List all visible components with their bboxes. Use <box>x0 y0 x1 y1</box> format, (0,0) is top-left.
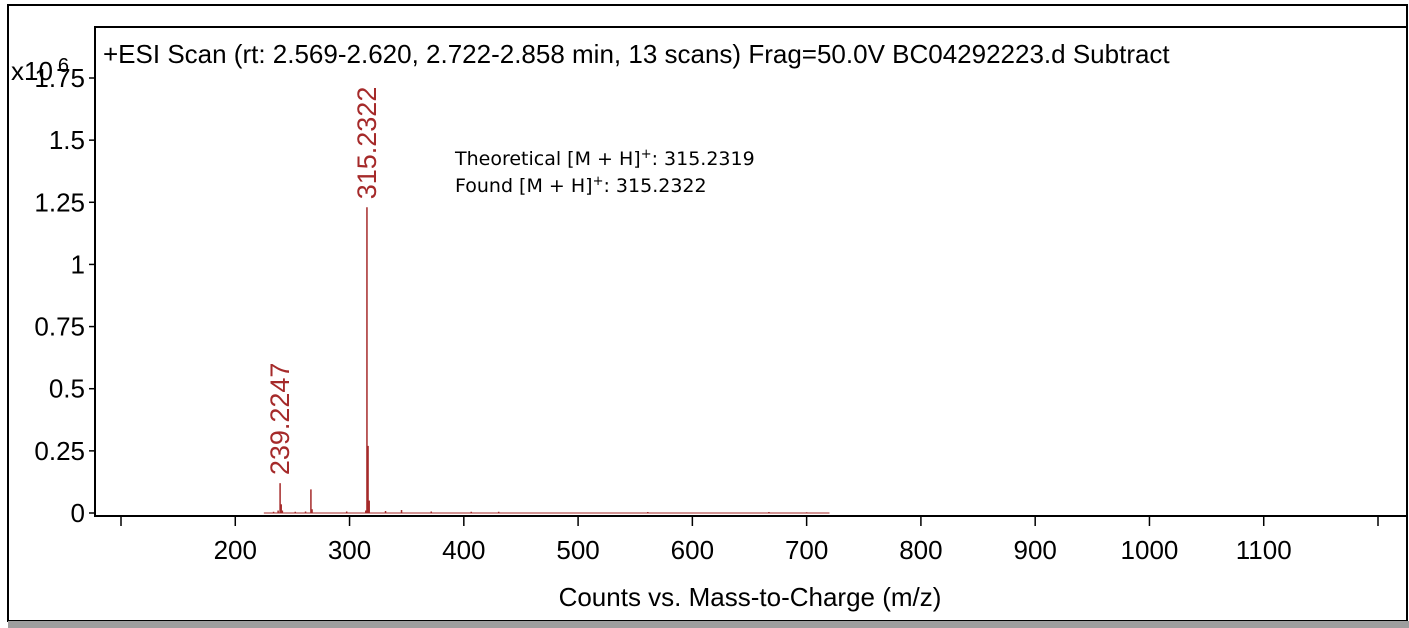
y-tick-label: 1.5 <box>49 125 85 155</box>
found-annotation: Found [M + H]+: 315.2322 <box>455 174 707 197</box>
theoretical-prefix: Theoretical [M + H] <box>454 148 641 170</box>
y-tick-label: 0.5 <box>49 374 85 404</box>
y-tick-label: 1.75 <box>34 63 85 93</box>
x-tick-label: 400 <box>442 535 485 565</box>
x-tick-label: 700 <box>785 535 828 565</box>
x-tick-label: 500 <box>556 535 599 565</box>
figure-border <box>7 4 1408 622</box>
x-tick-label: 600 <box>671 535 714 565</box>
theoretical-value: : 315.2319 <box>652 148 755 170</box>
spectrum-series <box>263 207 830 514</box>
peak-label: 239.2247 <box>265 363 295 476</box>
x-axis: 200 300 400 500 600 700 800 900 1000 1100 <box>120 516 1379 565</box>
y-multiplier-exponent: 6 <box>58 55 69 77</box>
theoretical-charge: + <box>641 147 652 162</box>
y-axis: 0 0.25 0.5 0.75 1 1.25 1.5 1.75 <box>34 63 95 528</box>
figure-bottom-band <box>8 621 1409 628</box>
x-tick-label: 200 <box>214 535 257 565</box>
x-tick-label: 800 <box>899 535 942 565</box>
peak-label: 315.2322 <box>352 87 382 200</box>
theoretical-annotation: Theoretical [M + H]+: 315.2319 <box>454 147 755 170</box>
peak-labels: 239.2247 315.2322 <box>265 87 382 476</box>
y-tick-label: 0.75 <box>34 312 85 342</box>
found-prefix: Found [M + H] <box>455 175 593 197</box>
y-tick-label: 0 <box>71 498 85 528</box>
found-value: : 315.2322 <box>603 175 706 197</box>
x-tick-label: 1100 <box>1236 535 1292 565</box>
found-charge: + <box>593 174 604 189</box>
y-tick-label: 1.25 <box>34 187 85 217</box>
plot-frame <box>94 26 1408 517</box>
y-tick-label: 1 <box>71 249 85 279</box>
x-axis-label: Counts vs. Mass-to-Charge (m/z) <box>559 582 942 612</box>
chart-title: +ESI Scan (rt: 2.569-2.620, 2.722-2.858 … <box>103 39 1170 69</box>
x-tick-label: 1000 <box>1121 535 1179 565</box>
x-tick-label: 900 <box>1013 535 1056 565</box>
y-multiplier: x10 6 <box>11 55 69 86</box>
y-multiplier-base: x10 <box>11 56 53 86</box>
x-tick-label: 300 <box>328 535 371 565</box>
y-tick-label: 0.25 <box>34 436 85 466</box>
